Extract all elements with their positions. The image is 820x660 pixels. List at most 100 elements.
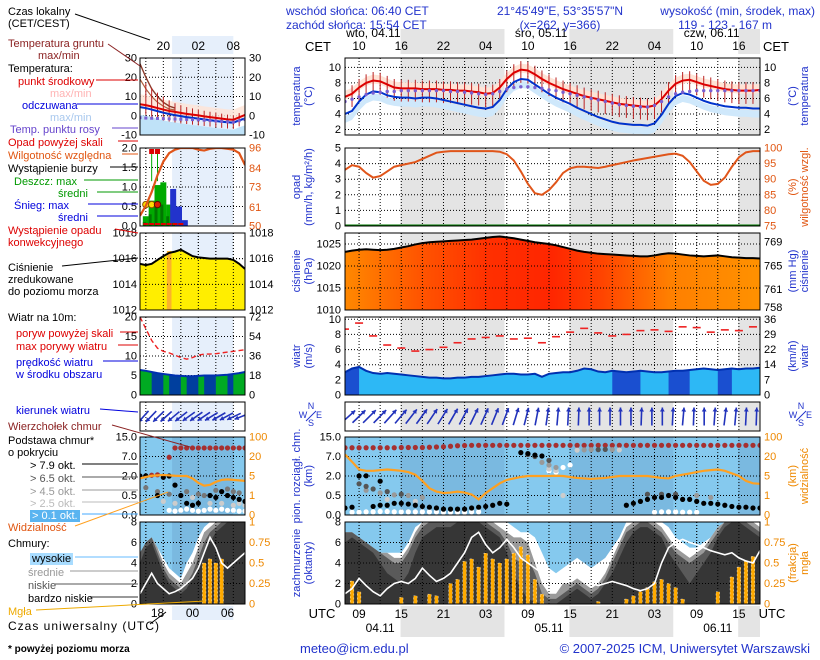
legend-widzialnosc: Widzialność (8, 522, 67, 534)
tick-label: 1 (335, 205, 341, 217)
tick-label: 8 (764, 77, 770, 89)
legend-opad-powyzej: Opad powyżej skali (8, 137, 103, 149)
legend-poryw-skali: poryw powyżej skali (16, 328, 114, 340)
tick-label: 6 (335, 344, 341, 356)
panel-title-right: widzialność (799, 447, 811, 505)
tick-label: E (316, 410, 322, 420)
email-link[interactable]: meteo@icm.edu.pl (300, 641, 409, 656)
panel-title-right: temperatura (799, 65, 811, 125)
tick-label: 4 (335, 359, 341, 371)
tick-label: 7 (764, 374, 770, 386)
main-cover-panel (345, 522, 760, 604)
tick-label: 15 (395, 607, 409, 621)
tick-label: -10 (121, 130, 137, 142)
legend-mgla: Mgła (8, 606, 32, 618)
tick-label: 15 (125, 331, 137, 343)
tick-label: 95 (764, 158, 776, 170)
tick-label: 10 (329, 314, 341, 326)
tick-label: W (299, 410, 308, 420)
panel-title-right-unit: (°C) (787, 86, 799, 106)
tick-label: 8 (335, 77, 341, 89)
panel-title-right: wilgotność wzgl. (799, 147, 811, 227)
legend-temp-gruntu-2: max/min (38, 50, 80, 62)
tick-label: 18 (151, 606, 165, 620)
tick-label: 1015 (317, 283, 341, 295)
altitude-values: 119 - 123 - 167 m (678, 18, 772, 32)
tick-label: S (798, 418, 804, 428)
altitude-label: wysokość (min, środek, max) (660, 4, 815, 18)
tick-label: 72 (249, 312, 261, 324)
tick-label: 85 (764, 189, 776, 201)
tick-label: 21 (606, 607, 620, 621)
legend-cisnienie-2: zredukowane (8, 274, 74, 286)
legend-predkosc-2: w środku obszaru (16, 369, 103, 381)
tick-label: 1 (764, 490, 770, 502)
legend-snieg-max: Śnieg: max (14, 200, 70, 212)
legend-burza: Wystąpienie burzy (8, 163, 98, 175)
tick-label: 4 (335, 558, 341, 570)
day-label: wto, 04.11 (345, 26, 401, 40)
panel-title-right: ciśnienie (799, 250, 811, 293)
tick-label: 2 (764, 124, 770, 136)
tick-label: 1016 (249, 253, 273, 265)
tick-label: 15 (563, 607, 577, 621)
legend-predkosc-1: prędkość wiatru (16, 357, 94, 369)
legend-czas-lokalny-2: (CET/CEST) (8, 18, 70, 30)
tick-label: 100 (764, 143, 782, 155)
tick-label: 1010 (317, 305, 341, 317)
tick-label: 21 (437, 607, 451, 621)
contact-email[interactable]: meteo@icm.edu.pl (300, 641, 409, 656)
tick-label: 0 (249, 110, 255, 122)
tick-label: 4 (335, 109, 341, 121)
tick-label: 16 (732, 39, 746, 53)
tick-label: 7.0 (122, 451, 137, 463)
tick-label: 10 (352, 39, 366, 53)
tick-label: 1020 (317, 261, 341, 273)
sunset-time: zachód słońca: 15:54 CET (286, 18, 427, 32)
legend-wiatr10: Wiatr na 10m: (8, 312, 77, 324)
tick-label: 3 (335, 174, 341, 186)
tick-label: 6 (764, 93, 770, 105)
panel-title-right-unit: (frakcja) (787, 543, 799, 583)
tick-label: 1 (249, 490, 255, 502)
main-clouds-panel (345, 437, 760, 515)
tick-label: 0.0 (122, 221, 137, 233)
legend-temp-gruntu: Temperatura gruntu (8, 38, 104, 50)
legend-niskie: niskie (28, 580, 57, 592)
tick-label: 0.25 (249, 578, 270, 590)
date-label: 06.11 (703, 621, 732, 635)
panel-title-left-unit: (oktanty) (303, 542, 315, 585)
legend-bardzo-niskie: bardzo niskie (28, 593, 93, 605)
panel-title-left: ciśnienie (291, 250, 303, 293)
legend-chmury: Chmury: (8, 538, 50, 550)
tick-label: 20 (249, 72, 261, 84)
panel-title-right-unit: (%) (787, 178, 799, 195)
tick-label: 0 (764, 390, 770, 402)
legend-punkt-maxmin: max/min (50, 88, 92, 100)
tick-label: 1012 (249, 305, 273, 317)
panel-title-right-unit: (km/h) (787, 340, 799, 371)
tick-label: 84 (249, 163, 261, 175)
legend-opad-konw-1: Wystąpienie opadu (8, 225, 102, 237)
panel-title-left: temperatura (291, 65, 303, 125)
tick-label: 03 (648, 607, 662, 621)
main-pressure-panel (345, 233, 760, 310)
tick-label: 6 (131, 537, 137, 549)
tick-label: 8 (335, 517, 341, 529)
tick-label: 4 (764, 109, 770, 121)
tick-label: 6 (335, 537, 341, 549)
tick-label: 8 (335, 329, 341, 341)
tick-label: 09 (690, 607, 704, 621)
tick-label: 769 (764, 237, 782, 249)
tick-label: 20 (157, 39, 171, 53)
tick-label: 1012 (113, 305, 137, 317)
panel-title-right-unit: (mm Hg) (787, 250, 799, 293)
tick-label: 0.0 (326, 510, 341, 522)
tick-label: 20 (249, 451, 261, 463)
tick-label: 0.5 (122, 201, 137, 213)
mini-wind-direction-panel (140, 402, 245, 431)
sunrise-time: wschód słońca: 06:40 CET (286, 4, 429, 18)
tick-label: 04 (479, 39, 493, 53)
panel-title-right: wiatr (799, 344, 811, 369)
